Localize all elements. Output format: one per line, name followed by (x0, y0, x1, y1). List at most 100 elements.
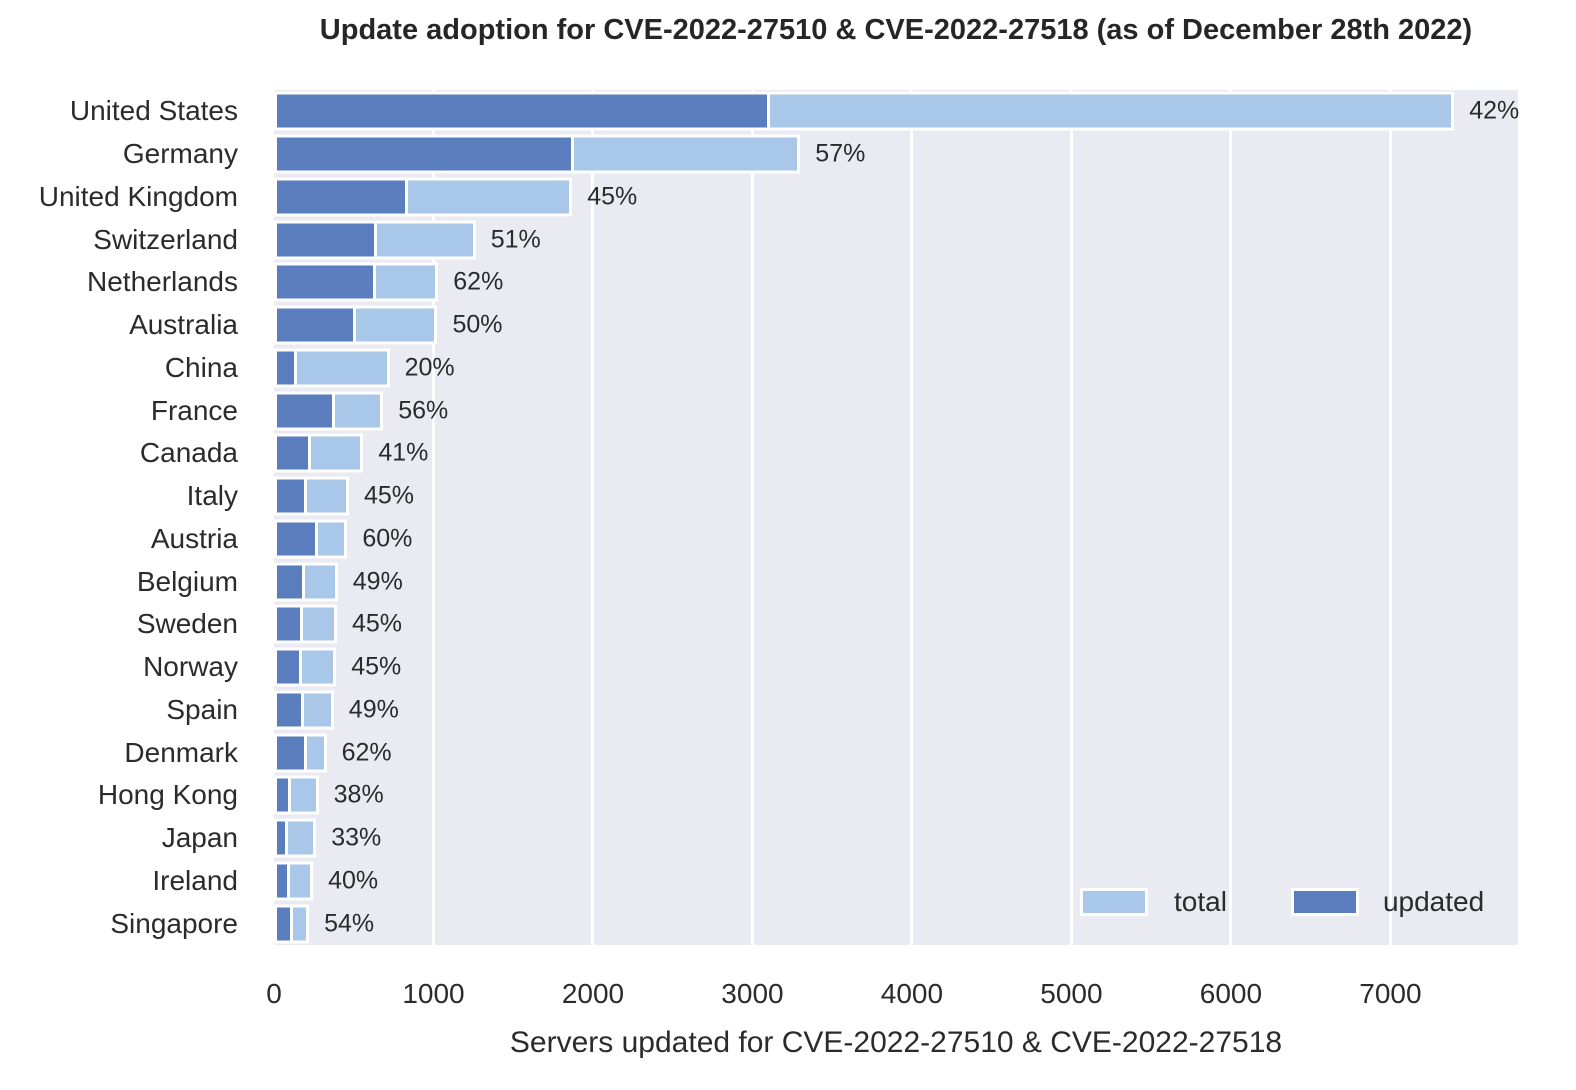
country-label: France (150, 394, 238, 426)
country-label: Netherlands (87, 266, 238, 298)
country-label: China (164, 351, 238, 383)
updated-bar (274, 348, 298, 388)
percent-label: 54% (324, 909, 375, 938)
updated-bar (274, 391, 336, 431)
bar-row: 45% (274, 176, 1518, 219)
updated-bar (274, 818, 288, 858)
chart-title: Update adoption for CVE-2022-27510 & CVE… (319, 14, 1473, 46)
updated-bar (274, 904, 293, 944)
percent-label: 45% (363, 481, 414, 510)
percent-label: 45% (351, 609, 403, 638)
percent-label: 60% (362, 524, 413, 553)
gridline (750, 90, 754, 945)
percent-label: 33% (331, 823, 382, 852)
updated-bar (274, 262, 377, 302)
country-label: Norway (143, 651, 238, 683)
updated-bar (274, 134, 574, 174)
percent-label: 56% (398, 396, 449, 425)
bar-row: 20% (274, 347, 1518, 390)
x-tick-label: 3000 (721, 978, 784, 1009)
x-tick-label: 6000 (1199, 978, 1263, 1009)
bar-row: 33% (274, 817, 1518, 860)
x-tick-label: 0 (266, 978, 282, 1009)
percent-label: 20% (404, 353, 455, 382)
percent-label: 45% (587, 182, 638, 211)
country-label: Japan (161, 822, 238, 854)
bar-row: 45% (274, 603, 1518, 646)
y-axis-labels: United States Germany United Kingdom Switze… (0, 90, 238, 945)
total-legend-swatch (1080, 888, 1148, 916)
country-label: United States (69, 95, 238, 127)
percent-label: 51% (490, 225, 541, 254)
updated-bar (274, 91, 770, 131)
updated-legend-swatch (1290, 888, 1359, 916)
bar-row: 42% (274, 90, 1520, 133)
bar-row: 45% (274, 646, 1518, 689)
country-label: Sweden (136, 608, 238, 640)
percent-label: 50% (452, 310, 503, 339)
x-tick-label: 2000 (561, 978, 625, 1009)
updated-bar (274, 519, 318, 559)
x-tick-label: 7000 (1359, 978, 1422, 1009)
bar-row: 62% (274, 731, 1518, 774)
percent-label: 42% (1469, 96, 1520, 125)
total-legend-label: total (1174, 886, 1227, 917)
country-label: Canada (139, 437, 238, 469)
country-label: Denmark (124, 736, 238, 768)
updated-bar (274, 861, 290, 901)
updated-bar (274, 690, 304, 730)
bar-row: 57% (274, 133, 1518, 176)
country-label: Singapore (110, 907, 238, 939)
updated-bar (274, 604, 303, 644)
gridline (431, 90, 435, 945)
gridline (1229, 90, 1233, 945)
percent-label: 62% (453, 267, 504, 296)
country-label: Australia (129, 309, 238, 341)
bar-row: 49% (274, 560, 1518, 603)
plot-area: 42% 57% 45% 51% 62% 50% 20% 56% 41% 45% 60% 49% 45% 4… (274, 90, 1520, 945)
bar-row: 60% (274, 518, 1518, 561)
bar-row: 38% (274, 774, 1518, 817)
country-label: Switzerland (93, 223, 238, 255)
country-label: Hong Kong (97, 779, 238, 811)
percent-label: 49% (348, 695, 399, 724)
percent-label: 45% (351, 652, 402, 681)
bar-row: 56% (274, 389, 1518, 432)
updated-bar (274, 476, 308, 516)
percent-label: 40% (328, 866, 379, 895)
gridline (1388, 90, 1392, 945)
percent-label: 57% (815, 139, 866, 168)
updated-bar (274, 775, 291, 815)
country-label: Belgium (136, 565, 238, 597)
country-label: Italy (186, 480, 238, 512)
x-tick-label: 1000 (402, 978, 465, 1009)
bar-rows: 42% 57% 45% 51% 62% 50% 20% 56% 41% 45% 60% 49% 45% 4… (274, 90, 1520, 945)
percent-label: 38% (333, 780, 384, 809)
gridline (910, 90, 914, 945)
country-label: Germany (122, 138, 238, 170)
bar-row: 50% (274, 304, 1518, 347)
bar-row: 62% (274, 261, 1518, 304)
updated-bar (274, 647, 302, 687)
country-label: Ireland (152, 864, 238, 896)
country-label: United Kingdom (38, 180, 238, 212)
x-tick-label: 4000 (880, 978, 944, 1009)
x-tick-label: 5000 (1040, 978, 1103, 1009)
country-label: Spain (166, 693, 238, 725)
bar-row: 45% (274, 475, 1518, 518)
updated-bar (274, 562, 306, 602)
country-label: Austria (150, 522, 238, 554)
updated-bar (274, 733, 307, 773)
bar-row: 49% (274, 689, 1518, 732)
updated-legend-label: updated (1382, 886, 1485, 917)
updated-bar (274, 305, 357, 345)
updated-bar (274, 177, 408, 217)
gridline (591, 90, 595, 945)
updated-bar (274, 433, 311, 473)
percent-label: 49% (352, 567, 403, 596)
x-axis-label: Servers updated for CVE-2022-27510 & CVE… (509, 1026, 1283, 1059)
percent-label: 62% (341, 738, 392, 767)
gridline (1069, 90, 1073, 945)
legend: total updated (1080, 886, 1484, 918)
